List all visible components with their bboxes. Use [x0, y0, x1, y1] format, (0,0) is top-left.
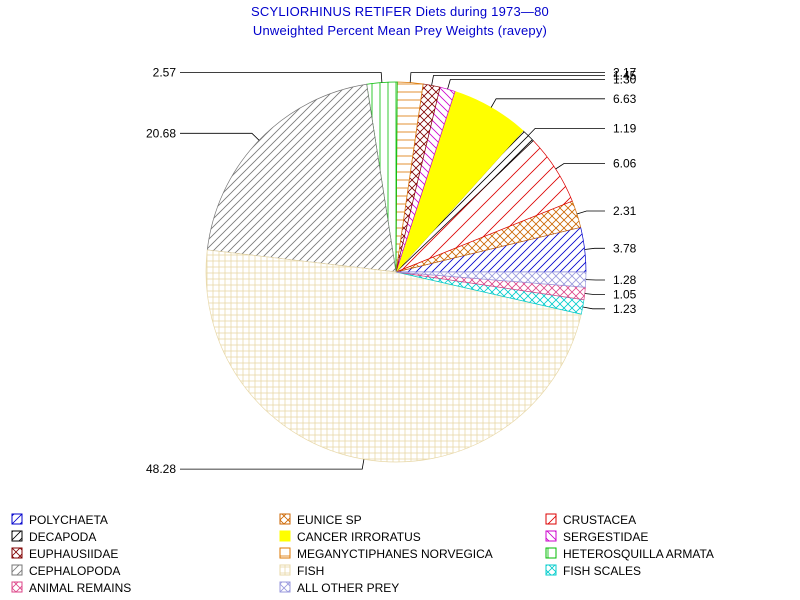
leader-line-fish-scales — [582, 306, 605, 310]
legend-label-heterosquilla-armata: HETEROSQUILLA ARMATA — [563, 547, 714, 561]
leader-line-euphausiidae — [431, 75, 605, 86]
legend-label-decapoda: DECAPODA — [29, 530, 96, 544]
legend-swatch-meganyctiphanes-norvegica — [279, 547, 291, 559]
legend-item-decapoda: DECAPODA — [11, 530, 96, 544]
chart-subtitle: Unweighted Percent Mean Prey Weights (ra… — [252, 23, 548, 38]
leader-line-fish — [180, 459, 365, 470]
legend-swatch-fish — [279, 564, 291, 576]
legend-label-sergestidae: SERGESTIDAE — [563, 530, 648, 544]
slice-label-meganyctiphanes-norvegica: 2.17 — [613, 66, 637, 80]
legend-label-animal-remains: ANIMAL REMAINS — [29, 581, 131, 595]
legend-item-cephalopoda: CEPHALOPODA — [11, 564, 120, 578]
slice-label-crustacea: 6.06 — [613, 157, 637, 171]
legend-item-eunice-sp: EUNICE SP — [279, 513, 362, 527]
slice-label-heterosquilla-armata: 2.57 — [153, 66, 177, 80]
slice-label-animal-remains: 1.05 — [613, 288, 637, 302]
slice-label-cancer-irroratus: 6.63 — [613, 92, 637, 106]
legend-label-polychaeta: POLYCHAETA — [29, 513, 108, 527]
leader-line-animal-remains — [584, 293, 605, 296]
leader-line-meganyctiphanes-norvegica — [409, 72, 605, 83]
leader-line-heterosquilla-armata — [180, 72, 383, 83]
legend-swatch-crustacea — [545, 513, 557, 525]
legend-swatch-euphausiidae — [11, 547, 23, 559]
legend-swatch-heterosquilla-armata — [545, 547, 557, 559]
pie-slices — [205, 81, 587, 463]
legend-label-fish: FISH — [297, 564, 324, 578]
legend-label-meganyctiphanes-norvegica: MEGANYCTIPHANES NORVEGICA — [297, 547, 493, 561]
legend-item-meganyctiphanes-norvegica: MEGANYCTIPHANES NORVEGICA — [279, 547, 493, 561]
legend-swatch-eunice-sp — [279, 513, 291, 525]
pie-slice-cephalopoda — [206, 83, 397, 273]
slice-label-fish-scales: 1.23 — [613, 302, 637, 316]
legend-item-animal-remains: ANIMAL REMAINS — [11, 581, 131, 595]
slice-label-fish: 48.28 — [146, 462, 176, 476]
leader-line-sergestidae — [447, 79, 605, 90]
legend-label-crustacea: CRUSTACEA — [563, 513, 636, 527]
legend-swatch-fish-scales — [545, 564, 557, 576]
leader-lines — [180, 72, 605, 470]
legend-item-fish-scales: FISH SCALES — [545, 564, 641, 578]
leader-line-eunice-sp — [576, 210, 605, 215]
legend-item-fish: FISH — [279, 564, 324, 578]
slice-label-polychaeta: 3.78 — [613, 241, 637, 255]
leader-line-polychaeta — [584, 247, 605, 250]
legend-label-euphausiidae: EUPHAUSIIDAE — [29, 547, 118, 561]
legend-label-all-other-prey: ALL OTHER PREY — [297, 581, 399, 595]
slice-label-sergestidae: 1.30 — [613, 73, 637, 87]
legend-swatch-cephalopoda — [11, 564, 23, 576]
leader-line-cephalopoda — [180, 132, 260, 141]
legend-swatch-cancer-irroratus — [279, 530, 291, 542]
legend-label-cancer-irroratus: CANCER IRRORATUS — [297, 530, 421, 544]
leader-line-decapoda — [527, 127, 605, 136]
legend-item-crustacea: CRUSTACEA — [545, 513, 636, 527]
slice-labels: 3.78 2.31 6.06 1.19 6.63 1.301.452.17 2.57 20.6… — [146, 66, 637, 477]
slice-label-euphausiidae: 1.45 — [613, 69, 637, 83]
legend-swatch-polychaeta — [11, 513, 23, 525]
legend-swatch-animal-remains — [11, 581, 23, 593]
leader-line-crustacea — [555, 163, 605, 170]
slice-label-eunice-sp: 2.31 — [613, 204, 637, 218]
legend-swatch-all-other-prey — [279, 581, 291, 593]
legend-swatch-decapoda — [11, 530, 23, 542]
legend-label-fish-scales: FISH SCALES — [563, 564, 641, 578]
slice-label-cephalopoda: 20.68 — [146, 126, 176, 140]
legend-label-eunice-sp: EUNICE SP — [297, 513, 362, 527]
legend: POLYCHAETA EUNICE SP CRUSTACEA DECAPODA CANC… — [11, 513, 714, 595]
slice-label-decapoda: 1.19 — [613, 121, 637, 135]
legend-item-heterosquilla-armata: HETEROSQUILLA ARMATA — [545, 547, 714, 561]
legend-item-all-other-prey: ALL OTHER PREY — [279, 581, 399, 595]
leader-line-cancer-irroratus — [490, 98, 605, 108]
legend-swatch-sergestidae — [545, 530, 557, 542]
pie-slice-fish — [205, 249, 582, 463]
legend-item-polychaeta: POLYCHAETA — [11, 513, 108, 527]
legend-label-cephalopoda: CEPHALOPODA — [29, 564, 120, 578]
legend-item-sergestidae: SERGESTIDAE — [545, 530, 648, 544]
legend-item-euphausiidae: EUPHAUSIIDAE — [11, 547, 118, 561]
slice-label-all-other-prey: 1.28 — [613, 273, 637, 287]
legend-item-cancer-irroratus: CANCER IRRORATUS — [279, 530, 421, 544]
chart-title: SCYLIORHINUS RETIFER Diets during 1973—8… — [251, 4, 549, 19]
